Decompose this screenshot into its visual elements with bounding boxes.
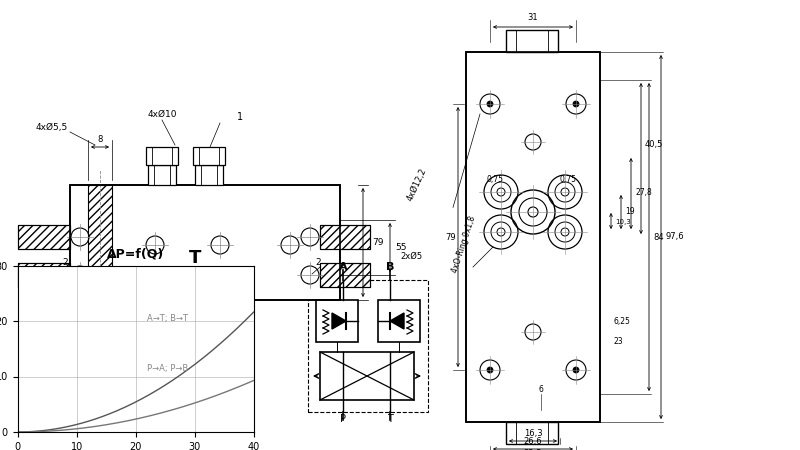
Text: P: P — [340, 414, 346, 424]
Polygon shape — [390, 313, 404, 329]
Bar — [320, 352, 414, 400]
Bar — [70, 185, 340, 300]
Bar — [320, 225, 370, 249]
Text: T: T — [387, 414, 393, 424]
Text: P→A; P→B: P→A; P→B — [147, 364, 189, 373]
Text: 26,6: 26,6 — [524, 437, 542, 446]
Bar — [18, 225, 70, 249]
Bar — [70, 185, 340, 300]
Text: 55: 55 — [395, 243, 406, 252]
Circle shape — [487, 101, 493, 107]
Bar — [193, 147, 225, 165]
Bar — [308, 280, 428, 412]
Text: T: T — [189, 249, 201, 267]
Text: 40,5: 40,5 — [645, 140, 663, 149]
Bar — [506, 30, 558, 52]
Text: 2xØ5: 2xØ5 — [400, 252, 422, 261]
Bar — [466, 52, 600, 422]
Text: 23: 23 — [613, 337, 622, 346]
Text: 2: 2 — [315, 258, 321, 267]
Text: 79: 79 — [372, 238, 383, 247]
Text: A→T; B→T: A→T; B→T — [147, 314, 189, 323]
Text: B: B — [386, 262, 394, 272]
Text: 1: 1 — [237, 112, 243, 122]
Text: A: A — [143, 269, 157, 287]
Bar — [506, 422, 558, 444]
Text: 6: 6 — [538, 385, 543, 394]
Bar — [18, 225, 70, 249]
Circle shape — [573, 367, 579, 373]
Circle shape — [487, 367, 493, 373]
Text: A: A — [338, 262, 347, 272]
Text: 4xØ12,2: 4xØ12,2 — [405, 166, 428, 202]
Bar — [18, 263, 70, 287]
Text: B: B — [237, 269, 251, 287]
Bar — [316, 300, 358, 342]
Bar — [18, 263, 70, 287]
Bar — [320, 263, 370, 287]
Title: ΔP=f(Q): ΔP=f(Q) — [107, 247, 164, 260]
Bar — [320, 225, 370, 249]
Text: 4xØ10: 4xØ10 — [147, 110, 177, 119]
Text: 4xO-Ring 9x1,8: 4xO-Ring 9x1,8 — [450, 215, 477, 274]
Text: 2: 2 — [62, 258, 68, 267]
Text: 8: 8 — [98, 135, 102, 144]
Bar — [320, 263, 370, 287]
Bar — [195, 165, 223, 185]
Circle shape — [573, 101, 579, 107]
Text: 6,25: 6,25 — [613, 317, 630, 326]
Bar — [378, 300, 420, 342]
Text: 84: 84 — [653, 233, 664, 242]
Text: 0,75: 0,75 — [486, 175, 503, 184]
Text: 4xØ5,5: 4xØ5,5 — [36, 123, 68, 132]
Text: 27,8: 27,8 — [635, 188, 652, 197]
Text: 10,3: 10,3 — [615, 219, 630, 225]
Text: 79: 79 — [446, 233, 456, 242]
Bar — [148, 165, 176, 185]
Text: 16,3: 16,3 — [524, 429, 542, 438]
Text: 97,6: 97,6 — [666, 233, 685, 242]
Bar — [146, 147, 178, 165]
Text: 19: 19 — [625, 207, 634, 216]
Text: 31: 31 — [528, 13, 538, 22]
Text: 0,75: 0,75 — [559, 175, 577, 184]
Text: P: P — [190, 269, 203, 287]
Text: 32,5: 32,5 — [524, 449, 542, 450]
Bar — [88, 185, 112, 300]
Polygon shape — [332, 313, 346, 329]
Bar — [466, 52, 600, 422]
